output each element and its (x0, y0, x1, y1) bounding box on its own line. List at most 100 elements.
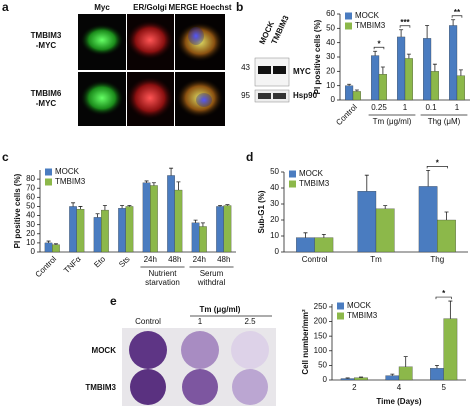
error-bar (380, 66, 385, 75)
legend-label: MOCK (355, 11, 380, 20)
y-tick-label: 50 (26, 202, 35, 211)
dose-label: Control (135, 317, 161, 326)
significance-bracket (399, 25, 411, 28)
legend-label: TMBIM3 (299, 179, 330, 188)
x-tick-label: Control (34, 254, 59, 279)
y-tick-label: 250 (314, 302, 328, 311)
bar (437, 219, 456, 253)
column-label: Myc (94, 3, 110, 12)
y-tick-label: 0 (31, 247, 36, 256)
group-label: Nutrient (148, 269, 177, 278)
x-tick-label: 48h (168, 255, 181, 264)
legend-label: TMBIM3 (355, 21, 386, 30)
legend-label: MOCK (55, 167, 80, 176)
bar (449, 25, 458, 101)
error-bar (425, 25, 430, 39)
significance-label: * (436, 159, 440, 168)
error-bar (120, 205, 125, 209)
bar (167, 175, 175, 253)
legend-swatch (345, 12, 352, 20)
error-bar (169, 167, 174, 176)
error-bar (451, 19, 456, 26)
panel-label: c (2, 150, 9, 164)
significance-bracket (451, 15, 463, 18)
bar (93, 217, 102, 253)
band-label: Hsp90 (293, 91, 318, 100)
bar (142, 182, 151, 253)
error-bar (218, 205, 223, 207)
error-bar (426, 170, 431, 187)
y-tick-label: 0 (323, 375, 328, 384)
bar (385, 375, 400, 381)
x-tick-label: 0.25 (371, 103, 387, 112)
error-bar (321, 234, 326, 238)
group-label: Tm (μg/ml) (373, 117, 412, 126)
legend-label: TMBIM3 (55, 177, 86, 186)
panel-label: e (110, 294, 117, 308)
error-bar (347, 83, 352, 86)
error-bar (359, 376, 364, 378)
x-tick-label: 24h (144, 255, 157, 264)
x-axis-label: Time (Days) (376, 397, 422, 406)
bar (340, 378, 355, 381)
x-tick-label: 4 (397, 383, 402, 392)
y-tick-label: 60 (26, 192, 35, 201)
bar (418, 186, 438, 253)
bar (216, 206, 224, 253)
bar (430, 71, 439, 101)
x-tick-label: Thg (430, 255, 444, 264)
bar (375, 208, 395, 253)
bar (443, 318, 458, 381)
y-axis-label: PI positive cells (%) (13, 173, 22, 248)
y-tick-label: 10 (26, 238, 35, 247)
legend-label: MOCK (299, 169, 324, 178)
bar (125, 206, 134, 253)
error-bar (434, 364, 439, 369)
bar (397, 36, 406, 101)
band (273, 93, 286, 99)
group-label: withdral (197, 278, 226, 287)
dose-label: 1 (198, 317, 203, 326)
error-bar (399, 29, 404, 37)
error-bar (127, 205, 132, 207)
group-label: Thg (μM) (428, 117, 461, 126)
y-tick-label: 0 (275, 247, 280, 256)
row-label: TMBIM6 (31, 89, 62, 98)
panel-label: a (2, 0, 9, 14)
legend-swatch (45, 178, 52, 186)
bar (371, 55, 380, 101)
bar (378, 74, 387, 101)
legend-swatch (345, 22, 352, 30)
x-tick-label: 5 (441, 383, 446, 392)
x-tick-label: 48h (217, 255, 230, 264)
column-label: MERGE Hoechst (168, 3, 231, 12)
y-tick-label: 20 (270, 215, 279, 224)
error-bar (200, 222, 205, 227)
y-tick-label: 200 (314, 317, 328, 326)
bar (314, 237, 334, 253)
error-bar (225, 204, 230, 206)
x-tick-label: Control (302, 255, 328, 264)
error-bar (383, 205, 388, 209)
bar (354, 377, 368, 381)
y-tick-label: 30 (326, 52, 335, 61)
error-bar (53, 243, 58, 245)
x-tick-label: Control (334, 102, 359, 127)
error-bar (364, 174, 369, 192)
band (258, 66, 271, 74)
x-tick-label: 1 (455, 103, 460, 112)
legend-label: TMBIM3 (347, 311, 378, 320)
plate (122, 328, 276, 406)
significance-bracket (373, 46, 385, 50)
x-tick-label: 1 (403, 103, 408, 112)
panel-label: b (236, 0, 243, 14)
bar (398, 366, 413, 381)
band (258, 93, 271, 99)
y-tick-label: 40 (270, 183, 279, 192)
y-tick-label: 100 (314, 346, 328, 355)
row-label: -MYC (36, 41, 57, 50)
error-bar (458, 69, 463, 76)
treatment-label: Tm (μg/ml) (200, 305, 241, 314)
column-label: ER/Golgi (133, 3, 167, 12)
